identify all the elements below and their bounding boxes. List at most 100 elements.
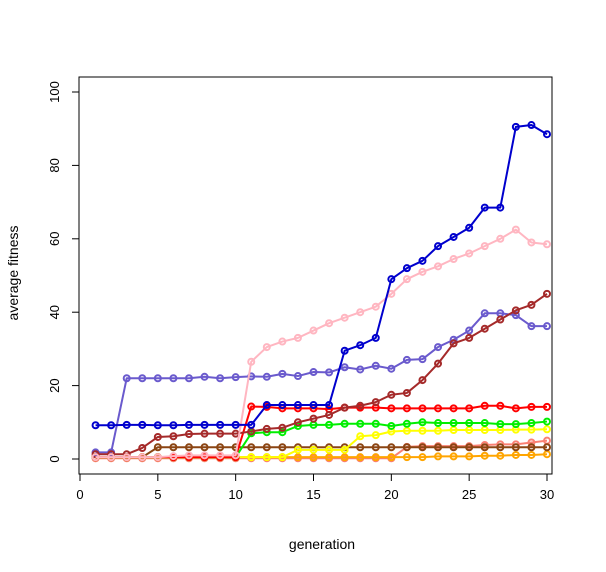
data-point <box>340 363 349 372</box>
data-point <box>449 339 458 348</box>
data-point <box>262 401 271 410</box>
data-point <box>480 443 489 452</box>
data-point <box>402 404 411 413</box>
data-point <box>278 337 287 346</box>
data-point <box>511 443 520 452</box>
data-point <box>527 322 536 331</box>
data-point <box>480 242 489 251</box>
data-point <box>184 451 193 460</box>
data-point <box>153 432 162 441</box>
data-point <box>216 420 225 429</box>
data-point <box>434 359 443 368</box>
data-point <box>480 324 489 333</box>
data-point <box>511 122 520 131</box>
data-point <box>418 443 427 452</box>
data-point <box>356 432 365 441</box>
data-point <box>527 121 536 130</box>
data-point <box>543 443 551 452</box>
data-point <box>496 443 505 452</box>
data-point <box>356 341 365 350</box>
data-point <box>434 343 443 352</box>
data-point <box>511 225 520 234</box>
data-point <box>371 361 380 370</box>
data-point <box>402 275 411 284</box>
data-point <box>402 453 411 462</box>
data-point <box>309 326 318 335</box>
data-point <box>527 450 536 459</box>
data-point <box>262 343 271 352</box>
data-point <box>465 443 474 452</box>
data-point <box>184 374 193 383</box>
data-point <box>434 452 443 461</box>
data-point <box>247 402 256 411</box>
data-point <box>387 404 396 413</box>
y-tick-label: 80 <box>47 158 62 172</box>
data-point <box>340 453 349 462</box>
data-point <box>434 443 443 452</box>
data-point <box>527 300 536 309</box>
data-point <box>356 401 365 410</box>
x-tick-label: 0 <box>76 487 83 502</box>
data-point <box>340 445 349 454</box>
data-point <box>434 262 443 271</box>
data-point <box>511 311 520 320</box>
data-point <box>496 401 505 410</box>
data-point <box>138 420 147 429</box>
data-point <box>465 419 474 428</box>
data-point <box>480 203 489 212</box>
y-tick-label: 20 <box>47 378 62 392</box>
data-point <box>216 374 225 383</box>
data-point <box>138 453 147 462</box>
data-point <box>449 254 458 263</box>
data-point <box>309 453 318 462</box>
data-point <box>356 419 365 428</box>
data-point <box>496 451 505 460</box>
data-point <box>371 398 380 407</box>
y-tick-label: 60 <box>47 232 62 246</box>
data-point <box>169 432 178 441</box>
data-point <box>262 443 271 452</box>
data-point <box>122 374 131 383</box>
data-point <box>543 130 551 139</box>
data-point <box>543 425 551 434</box>
data-point <box>434 419 443 428</box>
data-point <box>356 443 365 452</box>
data-point <box>418 426 427 435</box>
data-point <box>511 306 520 315</box>
data-point <box>402 388 411 397</box>
data-point <box>402 264 411 273</box>
data-point <box>247 443 256 452</box>
x-tick-label: 5 <box>154 487 161 502</box>
data-point <box>527 443 536 452</box>
data-point <box>418 404 427 413</box>
data-point <box>200 429 209 438</box>
data-point <box>153 421 162 430</box>
data-point <box>387 443 396 452</box>
data-point <box>418 418 427 427</box>
data-point <box>527 438 536 447</box>
data-point <box>325 420 334 429</box>
data-point <box>527 402 536 411</box>
data-point <box>496 315 505 324</box>
data-point <box>293 333 302 342</box>
data-point <box>138 374 147 383</box>
y-axis-label: average fitness <box>5 226 21 321</box>
data-point <box>465 223 474 232</box>
data-point <box>216 429 225 438</box>
data-point <box>496 203 505 212</box>
data-point <box>402 443 411 452</box>
data-point <box>169 443 178 452</box>
data-point <box>325 453 334 462</box>
data-point <box>200 372 209 381</box>
data-point <box>107 453 116 462</box>
x-tick-label: 20 <box>384 487 398 502</box>
data-point <box>340 313 349 322</box>
data-point <box>216 451 225 460</box>
data-point <box>247 420 256 429</box>
series-4 <box>91 309 551 457</box>
data-point <box>153 443 162 452</box>
data-point <box>278 453 287 462</box>
data-point <box>169 421 178 430</box>
data-point <box>278 428 287 437</box>
